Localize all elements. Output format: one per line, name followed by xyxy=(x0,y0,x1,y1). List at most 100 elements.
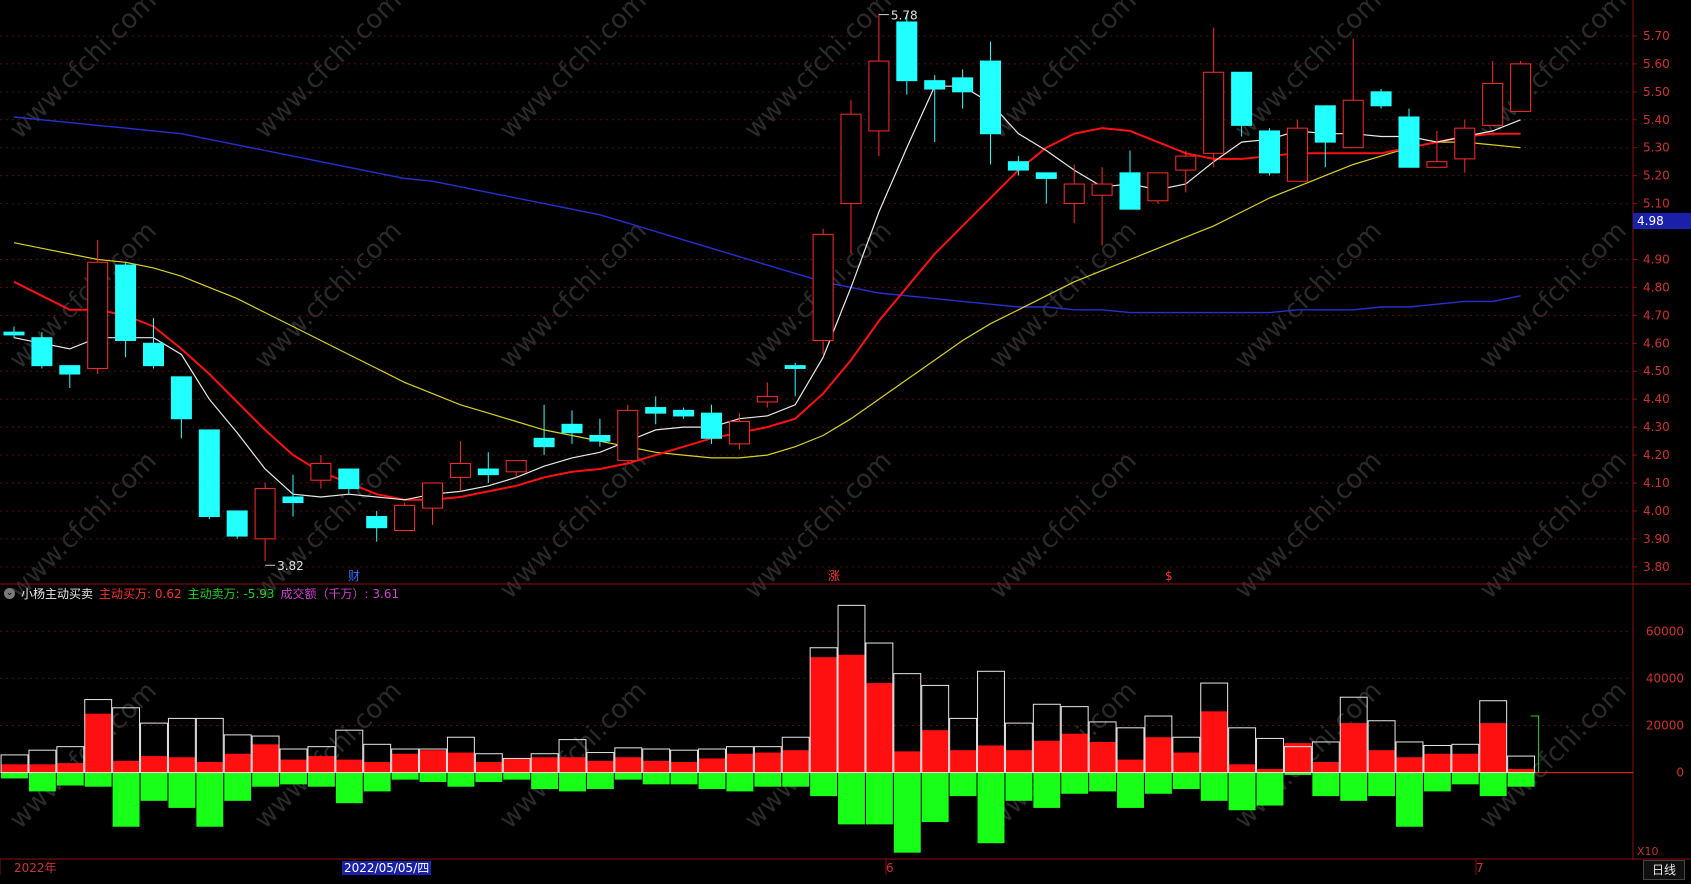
buy-bar[interactable] xyxy=(140,756,168,773)
candle[interactable] xyxy=(812,228,834,355)
candle[interactable] xyxy=(701,404,722,444)
indicator-bar-group[interactable] xyxy=(1060,706,1089,794)
sell-bar[interactable] xyxy=(280,772,307,785)
sell-bar[interactable] xyxy=(614,772,642,780)
indicator-bar-group[interactable] xyxy=(1423,744,1452,792)
sell-bar[interactable] xyxy=(754,772,782,787)
candle-body-up[interactable] xyxy=(1091,183,1113,196)
buy-bar[interactable] xyxy=(1423,753,1451,773)
event-marker[interactable]: 涨 xyxy=(828,568,840,583)
volume-outline-bar[interactable] xyxy=(1367,720,1396,774)
buy-bar[interactable] xyxy=(1144,737,1172,773)
volume-outline-bar[interactable] xyxy=(809,647,838,774)
indicator-bar-group[interactable] xyxy=(1339,696,1368,801)
sell-bar[interactable] xyxy=(1061,772,1089,794)
buy-bar[interactable] xyxy=(168,757,196,773)
indicator-bar-group[interactable] xyxy=(893,673,922,853)
candle-body-down[interactable] xyxy=(338,468,360,490)
buy-bar[interactable] xyxy=(949,750,977,773)
sell-bar[interactable] xyxy=(56,772,84,786)
candle-body-up[interactable] xyxy=(812,233,834,341)
sell-bar[interactable] xyxy=(112,772,140,827)
candle-body-down[interactable] xyxy=(477,468,499,476)
sell-bar[interactable] xyxy=(1340,772,1368,801)
candle[interactable] xyxy=(980,41,1001,165)
sell-bar[interactable] xyxy=(1005,772,1033,801)
volume-outline-bar[interactable] xyxy=(307,746,336,774)
volume-outline-bar[interactable] xyxy=(446,736,475,774)
candle-body-up[interactable] xyxy=(1147,172,1169,202)
indicator-bar-group[interactable] xyxy=(251,735,280,787)
candle[interactable] xyxy=(673,407,695,419)
volume-outline-bar[interactable] xyxy=(474,753,503,774)
buy-bar[interactable] xyxy=(810,657,838,773)
candle-body-up[interactable] xyxy=(87,261,109,369)
indicator-bar-group[interactable] xyxy=(586,752,615,790)
indicator-bar-group[interactable] xyxy=(558,739,587,792)
indicator-bar-group[interactable] xyxy=(698,748,726,790)
buy-bar[interactable] xyxy=(307,756,335,773)
buy-bar[interactable] xyxy=(56,763,84,773)
candle-body-up[interactable] xyxy=(1510,63,1532,112)
volume-outline-bar[interactable] xyxy=(56,746,85,774)
buy-bar[interactable] xyxy=(893,751,921,773)
candle-body-up[interactable] xyxy=(422,482,443,509)
indicator-bar-group[interactable] xyxy=(1256,737,1284,806)
volume-outline-bar[interactable] xyxy=(279,748,308,774)
candle-body-down[interactable] xyxy=(784,365,806,369)
candle-body-up[interactable] xyxy=(868,60,890,132)
candle-body-up[interactable] xyxy=(1454,127,1476,160)
volume-outline-bar[interactable] xyxy=(84,699,113,774)
candle-body-down[interactable] xyxy=(3,331,25,336)
indicator-bar-group[interactable] xyxy=(1172,736,1201,790)
indicator-bar-group[interactable] xyxy=(1200,682,1229,801)
candle[interactable] xyxy=(1426,130,1448,168)
candle[interactable] xyxy=(1314,105,1336,168)
candle[interactable] xyxy=(1203,27,1225,168)
buy-bar[interactable] xyxy=(1061,733,1089,773)
buy-bar[interactable] xyxy=(1033,740,1061,773)
volume-outline-bar[interactable] xyxy=(642,748,671,774)
indicator-bar-group[interactable] xyxy=(1228,727,1257,811)
buy-bar[interactable] xyxy=(252,744,280,773)
candle-body-down[interactable] xyxy=(1259,130,1280,174)
candle-body-up[interactable] xyxy=(1203,71,1225,154)
sell-bar[interactable] xyxy=(196,772,224,827)
indicator-bar-group[interactable] xyxy=(1311,741,1340,797)
buy-bar[interactable] xyxy=(224,753,252,773)
candle-body-down[interactable] xyxy=(980,60,1001,135)
indicator-bar-group[interactable] xyxy=(1004,722,1033,801)
sell-bar[interactable] xyxy=(893,772,921,853)
buy-bar[interactable] xyxy=(1396,757,1423,773)
candle-body-up[interactable] xyxy=(756,395,778,403)
candle[interactable] xyxy=(1035,172,1057,204)
buy-bar[interactable] xyxy=(1284,743,1312,773)
candle[interactable] xyxy=(728,413,750,450)
sell-bar[interactable] xyxy=(1200,772,1228,801)
sell-bar[interactable] xyxy=(84,772,112,787)
indicator-bar-group[interactable] xyxy=(614,747,643,780)
candle[interactable] xyxy=(589,418,611,447)
candle-body-down[interactable] xyxy=(561,423,583,434)
candle-body-down[interactable] xyxy=(1119,172,1141,210)
indicator-bar-group[interactable] xyxy=(1032,703,1061,808)
indicator-bar-group[interactable] xyxy=(335,729,364,804)
sell-bar[interactable] xyxy=(168,772,196,808)
indicator-bar-group[interactable] xyxy=(474,753,503,782)
candle-body-down[interactable] xyxy=(533,437,555,448)
sell-bar[interactable] xyxy=(307,772,335,787)
sell-bar[interactable] xyxy=(1144,772,1172,794)
buy-bar[interactable] xyxy=(28,764,56,773)
candle-body-down[interactable] xyxy=(1035,172,1057,179)
sell-bar[interactable] xyxy=(252,772,280,787)
volume-outline-bar[interactable] xyxy=(921,684,950,774)
volume-outline-bar[interactable] xyxy=(530,753,559,774)
sell-bar[interactable] xyxy=(1256,772,1284,806)
sell-bar[interactable] xyxy=(642,772,670,785)
volume-outline-bar[interactable] xyxy=(1395,741,1424,774)
buy-bar[interactable] xyxy=(838,654,865,773)
candle[interactable] xyxy=(87,239,109,375)
volume-outline-bar[interactable] xyxy=(1200,682,1229,774)
candle[interactable] xyxy=(645,396,667,425)
candle-body-up[interactable] xyxy=(1342,99,1364,149)
